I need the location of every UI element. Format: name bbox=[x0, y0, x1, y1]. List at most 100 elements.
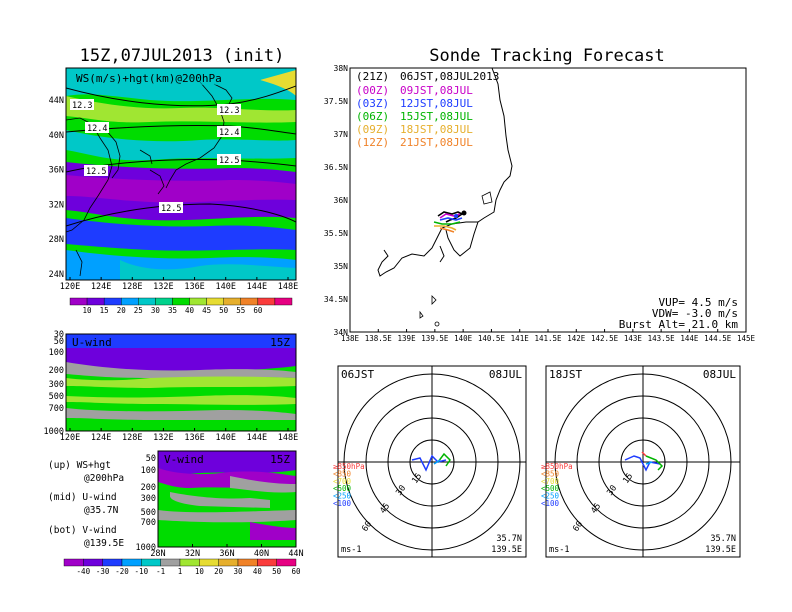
hodo-pressure-legend: ≥850hPa<850<700<500<250<100 bbox=[541, 462, 573, 508]
hodo-date: 08JUL bbox=[703, 368, 736, 381]
x-tick-label: 132E bbox=[153, 433, 173, 443]
x-tick-label: 140.5E bbox=[478, 334, 506, 343]
launch-time: 18JST,08JUL bbox=[400, 123, 473, 136]
x-tick-label: 40N bbox=[254, 549, 269, 559]
y-tick-label: 300 bbox=[141, 494, 156, 504]
colorbar-tick: -20 bbox=[115, 567, 129, 576]
sonde-tracks bbox=[433, 210, 467, 233]
x-tick-label: 145E bbox=[737, 334, 756, 343]
colorbar-tick: 10 bbox=[83, 306, 93, 315]
hodo-legend-item: <100 bbox=[333, 499, 352, 508]
x-tick-label: 140E bbox=[454, 334, 473, 343]
hodo-ring-15: 15 bbox=[410, 472, 424, 486]
colorbar-tick: 30 bbox=[233, 567, 243, 576]
y-tick-label: 37.5N bbox=[324, 97, 348, 106]
y-tick-label: 37N bbox=[334, 130, 349, 139]
colorbar-tick: 15 bbox=[100, 306, 109, 315]
hodo-legend-item: <850 bbox=[541, 469, 560, 478]
hodo-ring-15: 15 bbox=[621, 472, 635, 486]
y-tick-label: 36.5N bbox=[324, 163, 348, 172]
x-tick-label: 144E bbox=[680, 334, 699, 343]
y-tick-label: 200 bbox=[141, 483, 156, 493]
colorbar-tick: -30 bbox=[96, 567, 110, 576]
ws-contour-labels: 12.3 12.3 12.4 12.4 12.5 12.5 12.5 bbox=[70, 99, 241, 214]
hodo-time: 06JST bbox=[341, 368, 374, 381]
launch-time: 12JST,08JUL bbox=[400, 97, 473, 110]
launch-time: 21JST,08JUL bbox=[400, 136, 473, 149]
x-tick-label: 138.5E bbox=[365, 334, 393, 343]
colorbar-swatch bbox=[63, 558, 84, 567]
y-tick-label: 700 bbox=[141, 518, 156, 528]
colorbar-swatch bbox=[103, 297, 122, 306]
x-tick-label: 44N bbox=[288, 549, 303, 559]
contour-label: 12.3 bbox=[72, 101, 92, 111]
colorbar-tick: 60 bbox=[291, 567, 301, 576]
colorbar-swatch bbox=[138, 297, 156, 306]
hodo-unit: ms-1 bbox=[341, 545, 361, 555]
launch-cycle: (00Z) bbox=[356, 84, 389, 97]
colorbar-swatch bbox=[199, 558, 219, 567]
contour-label: 12.5 bbox=[219, 156, 239, 166]
hodo-legend-item: <500 bbox=[333, 484, 352, 493]
contour-label: 12.5 bbox=[86, 167, 106, 177]
colorbar-swatch bbox=[223, 297, 241, 306]
colorbar-swatch bbox=[257, 297, 276, 306]
colorbar-swatch bbox=[86, 297, 105, 306]
x-tick-label: 36N bbox=[219, 549, 234, 559]
hodo-legend-item: <700 bbox=[541, 477, 560, 486]
x-tick-label: 128E bbox=[122, 282, 142, 292]
hodo-ring-45: 45 bbox=[378, 502, 392, 516]
colorbar-swatch bbox=[121, 297, 139, 306]
y-tick-label: 1000 bbox=[44, 427, 64, 437]
hodo-legend-item: <700 bbox=[333, 477, 352, 486]
ws-map-y-ticks: 44N 40N 36N 32N 28N 24N bbox=[49, 96, 64, 280]
hodo-lon: 139.5E bbox=[491, 545, 522, 555]
burst-alt-text: Burst Alt= 21.0 km bbox=[619, 318, 739, 331]
colorbar-tick: 45 bbox=[202, 306, 211, 315]
y-tick-label: 200 bbox=[49, 366, 64, 376]
hodo-legend-item: ≥850hPa bbox=[333, 462, 365, 471]
colorbar-swatch bbox=[218, 558, 239, 567]
legend-up-1: (up) WS+hgt bbox=[48, 460, 111, 471]
launch-cycle: (06Z) bbox=[356, 110, 389, 123]
x-tick-label: 142E bbox=[567, 334, 586, 343]
hodo-ring-45: 45 bbox=[589, 502, 603, 516]
y-tick-label: 500 bbox=[49, 392, 64, 402]
x-tick-label: 32N bbox=[185, 549, 200, 559]
colorbar-swatch bbox=[160, 558, 181, 567]
x-tick-label: 128E bbox=[122, 433, 142, 443]
x-tick-label: 143E bbox=[624, 334, 643, 343]
hodo-legend-item: <500 bbox=[541, 484, 560, 493]
legend-mid-2: @35.7N bbox=[84, 505, 119, 516]
contour-label: 12.4 bbox=[219, 128, 239, 138]
hodo-unit: ms-1 bbox=[549, 545, 569, 555]
left-title: 15Z,07JUL2013 (init) bbox=[80, 46, 285, 66]
hodo-ring-30: 30 bbox=[394, 484, 408, 498]
colorbar-tick: 20 bbox=[117, 306, 127, 315]
colorbar-swatch bbox=[69, 297, 88, 306]
x-tick-label: 124E bbox=[91, 282, 111, 292]
v-wind-label: V-wind bbox=[164, 453, 204, 466]
y-tick-label: 34N bbox=[334, 328, 349, 337]
x-tick-label: 120E bbox=[60, 433, 80, 443]
vdw-text: VDW= -3.0 m/s bbox=[652, 307, 738, 320]
colorbar-tick: 50 bbox=[272, 567, 282, 576]
right-title: Sonde Tracking Forecast bbox=[429, 46, 664, 66]
y-tick-label: 100 bbox=[49, 348, 64, 358]
x-tick-label: 141.5E bbox=[534, 334, 562, 343]
y-tick-label: 50 bbox=[146, 454, 156, 464]
x-tick-label: 139.5E bbox=[421, 334, 449, 343]
y-tick-label: 35.5N bbox=[324, 229, 348, 238]
hodo-legend-item: <250 bbox=[541, 492, 560, 501]
x-tick-label: 136E bbox=[184, 433, 204, 443]
colorbar-tick: 60 bbox=[253, 306, 263, 315]
x-tick-label: 136E bbox=[184, 282, 204, 292]
y-tick-label: 30 bbox=[54, 330, 64, 340]
x-tick-label: 138E bbox=[341, 334, 360, 343]
colorbar-swatch bbox=[240, 297, 259, 306]
wind-colorbar: -40 -30 -20 -10 -1 1 10 20 30 40 50 60 bbox=[63, 558, 301, 576]
